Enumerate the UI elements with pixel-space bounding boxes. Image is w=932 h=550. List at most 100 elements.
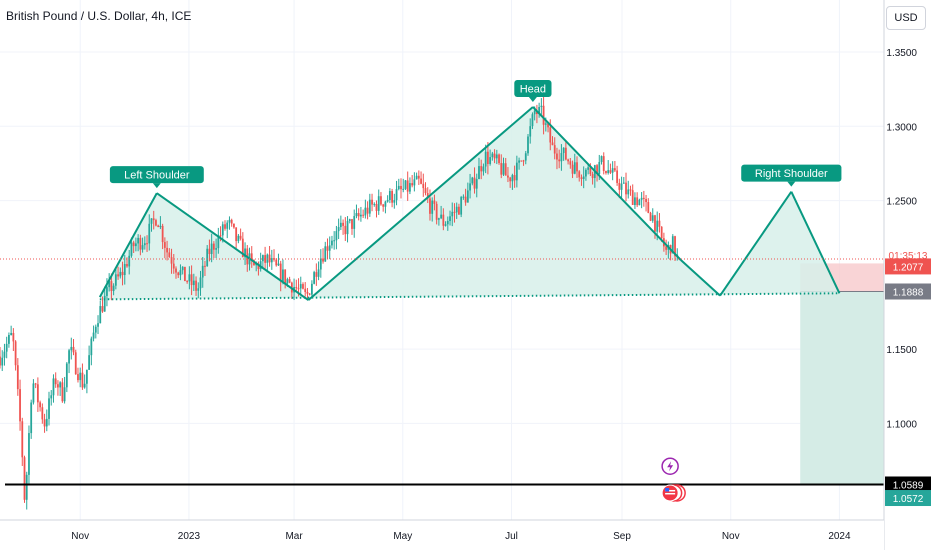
pattern-label-box — [514, 79, 552, 97]
currency-button[interactable]: USD — [886, 6, 926, 30]
candle-body — [217, 235, 220, 249]
candle-body — [70, 346, 73, 351]
candle-body — [511, 175, 514, 182]
pattern-label-box — [741, 164, 842, 182]
candle-body — [569, 161, 572, 165]
candle-body — [480, 166, 483, 172]
candle-body — [201, 265, 204, 278]
candle-body — [233, 223, 235, 228]
candle-body — [665, 246, 668, 250]
candle-body — [101, 306, 104, 312]
candle-body — [651, 215, 654, 221]
candle-body — [110, 281, 113, 292]
candle-body — [509, 177, 512, 182]
candle-body — [560, 153, 563, 162]
countdown-tag-label: 01:35:13 — [889, 251, 928, 262]
candle-body — [618, 182, 621, 190]
candle-body — [132, 242, 135, 247]
x-tick-label: Nov — [722, 531, 740, 542]
event-markers[interactable] — [661, 457, 686, 502]
candle-body — [395, 189, 398, 201]
candle-body — [59, 382, 62, 388]
candle-body — [190, 274, 193, 286]
candle-body — [152, 218, 155, 221]
x-tick-label: Jul — [505, 531, 518, 542]
candle-body — [656, 220, 659, 232]
candle-body — [212, 243, 215, 250]
pattern-label-pointer — [528, 96, 537, 102]
candle-body — [195, 280, 197, 291]
pattern-segment — [156, 192, 309, 301]
candle-body — [351, 219, 353, 229]
candle-body — [224, 224, 226, 229]
candle-body — [1, 357, 4, 366]
candle-body — [404, 180, 407, 189]
candle-body — [21, 421, 24, 458]
candle-body — [484, 151, 487, 167]
candle-body — [413, 179, 416, 186]
candle-body — [219, 235, 222, 237]
candle-body — [366, 207, 369, 214]
candle-body — [175, 268, 177, 273]
candle-body — [371, 199, 373, 205]
candle-body — [23, 457, 26, 500]
pattern-label-pointer — [152, 183, 161, 189]
candle-body — [645, 198, 647, 203]
candle-body — [636, 197, 639, 206]
candle-body — [462, 196, 465, 198]
candle-body — [34, 383, 37, 385]
us-flag-stripe — [665, 489, 676, 492]
candle-body — [453, 211, 456, 213]
pattern-segment — [532, 106, 682, 261]
candle-body — [83, 383, 86, 388]
candle-body — [168, 252, 171, 258]
candle-body — [88, 355, 91, 370]
candle-body — [424, 188, 427, 194]
candle-body — [460, 197, 463, 215]
candle-body — [440, 214, 443, 219]
candle-body — [455, 206, 458, 213]
candle-body — [339, 222, 342, 228]
candle-body — [368, 199, 371, 214]
candle-body — [186, 281, 189, 283]
candle-body — [184, 266, 186, 282]
candle-body — [277, 263, 280, 266]
candle-body — [442, 214, 445, 226]
candle-body — [573, 162, 576, 174]
candle-body — [208, 248, 211, 255]
candle-body — [634, 197, 636, 205]
candle-body — [446, 221, 449, 225]
candle-body — [382, 204, 385, 207]
candle-body — [473, 177, 476, 189]
candle-body — [482, 166, 485, 172]
candle-body — [19, 389, 21, 422]
x-tick-label: Mar — [285, 531, 303, 542]
candle-body — [192, 280, 195, 286]
candle-body — [90, 338, 93, 356]
price-tags: 01:35:131.2077 1.1888 1.0589 1.0572 — [885, 246, 931, 507]
candle-body — [32, 383, 35, 403]
head-and-shoulders-pattern[interactable]: Left Shoulder Head Right Shoulder — [98, 79, 842, 301]
candle-body — [647, 202, 650, 213]
candle-body — [331, 240, 333, 246]
candle-body — [538, 106, 541, 115]
candle-body — [558, 159, 561, 162]
candle-body — [518, 160, 520, 163]
candle-body — [326, 246, 329, 251]
candle-body — [57, 384, 59, 388]
candle-body — [295, 286, 298, 289]
y-tick-label: 1.1500 — [886, 345, 917, 356]
candle-body — [228, 219, 231, 223]
candle-body — [502, 163, 505, 175]
candle-body — [384, 201, 387, 207]
candle-body — [237, 235, 240, 242]
low-price-tag-label: 1.0572 — [893, 494, 924, 505]
candle-body — [264, 255, 267, 263]
candle-body — [333, 240, 336, 242]
candle-body — [317, 269, 320, 277]
candle-body — [397, 185, 400, 190]
candle-body — [12, 332, 15, 342]
candle-body — [79, 372, 82, 381]
